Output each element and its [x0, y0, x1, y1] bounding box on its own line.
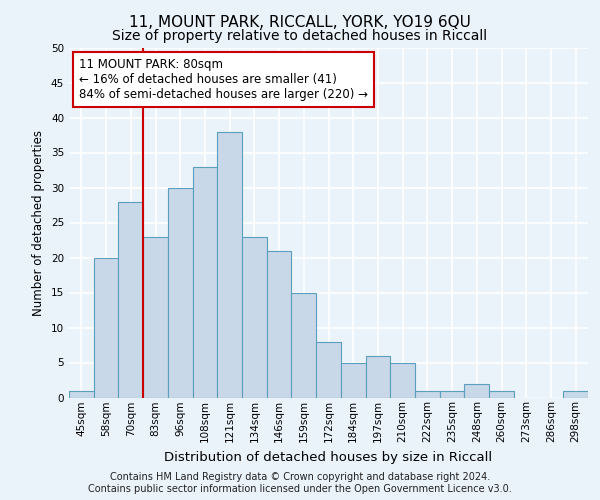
Bar [168, 188, 193, 398]
Bar [143, 236, 168, 398]
Text: 11, MOUNT PARK, RICCALL, YORK, YO19 6QU: 11, MOUNT PARK, RICCALL, YORK, YO19 6QU [129, 15, 471, 30]
Bar [415, 390, 440, 398]
Bar [341, 362, 365, 398]
Y-axis label: Number of detached properties: Number of detached properties [32, 130, 46, 316]
Bar [217, 132, 242, 398]
Bar [292, 292, 316, 398]
Bar [242, 236, 267, 398]
Text: Size of property relative to detached houses in Riccall: Size of property relative to detached ho… [112, 29, 488, 43]
Bar [94, 258, 118, 398]
Bar [440, 390, 464, 398]
Bar [69, 390, 94, 398]
Bar [390, 362, 415, 398]
Bar [365, 356, 390, 398]
Bar [464, 384, 489, 398]
Text: Contains HM Land Registry data © Crown copyright and database right 2024.
Contai: Contains HM Land Registry data © Crown c… [88, 472, 512, 494]
Bar [563, 390, 588, 398]
Text: 11 MOUNT PARK: 80sqm
← 16% of detached houses are smaller (41)
84% of semi-detac: 11 MOUNT PARK: 80sqm ← 16% of detached h… [79, 58, 368, 101]
Bar [489, 390, 514, 398]
Bar [267, 250, 292, 398]
Bar [118, 202, 143, 398]
X-axis label: Distribution of detached houses by size in Riccall: Distribution of detached houses by size … [164, 450, 493, 464]
Bar [193, 166, 217, 398]
Bar [316, 342, 341, 398]
